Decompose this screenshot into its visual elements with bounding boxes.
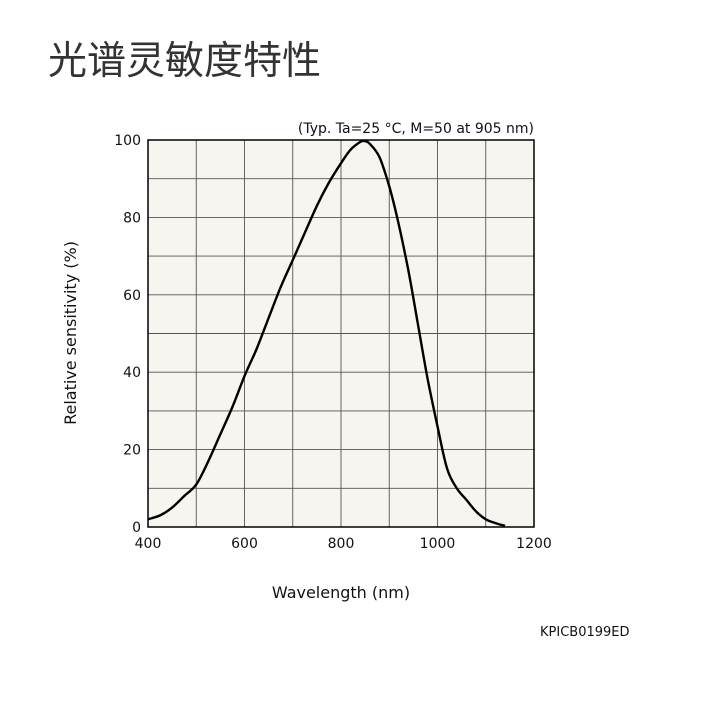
x-axis-label: Wavelength (nm): [272, 583, 410, 602]
y-tick-label: 40: [123, 365, 141, 381]
x-tick-label: 600: [231, 536, 258, 552]
x-tick-label: 400: [135, 536, 162, 552]
x-tick-label: 1200: [516, 536, 552, 552]
sensitivity-curve: [147, 139, 506, 527]
y-tick-label: 80: [123, 210, 141, 226]
y-axis-label: Relative sensitivity (%): [61, 241, 80, 425]
y-tick-label: 100: [114, 133, 141, 149]
y-tick-label: 0: [132, 520, 141, 536]
x-tick-label: 1000: [420, 536, 456, 552]
y-tick-label: 20: [123, 443, 141, 459]
plot-frame: [147, 139, 535, 528]
measurement-conditions: (Typ. Ta=25 °C, M=50 at 905 nm): [298, 121, 534, 137]
y-tick-label: 60: [123, 288, 141, 304]
page-title: 光谱灵敏度特性: [48, 39, 322, 84]
x-tick-label: 800: [328, 536, 355, 552]
grid: [148, 140, 534, 527]
tick-labels: 400 600 800 1000 1200 0 20 40 60 80 100: [114, 133, 552, 552]
figure-code: KPICB0199ED: [540, 625, 630, 640]
